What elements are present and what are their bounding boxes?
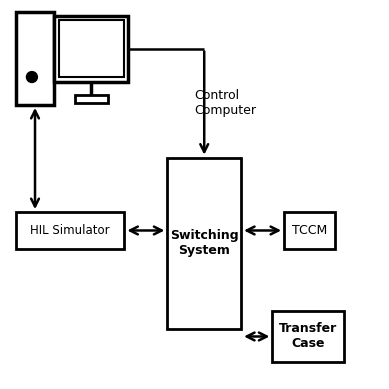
Text: Transfer
Case: Transfer Case (279, 322, 337, 350)
FancyBboxPatch shape (16, 12, 54, 105)
Text: HIL Simulator: HIL Simulator (30, 224, 110, 237)
FancyBboxPatch shape (284, 212, 335, 249)
Circle shape (26, 72, 37, 82)
Text: Switching
System: Switching System (170, 229, 238, 257)
FancyBboxPatch shape (75, 95, 108, 103)
FancyBboxPatch shape (272, 311, 344, 362)
FancyBboxPatch shape (167, 158, 241, 329)
Text: TCCM: TCCM (292, 224, 327, 237)
FancyBboxPatch shape (16, 212, 124, 249)
Text: Control
Computer: Control Computer (194, 89, 256, 117)
FancyBboxPatch shape (54, 16, 128, 82)
FancyBboxPatch shape (59, 20, 124, 77)
